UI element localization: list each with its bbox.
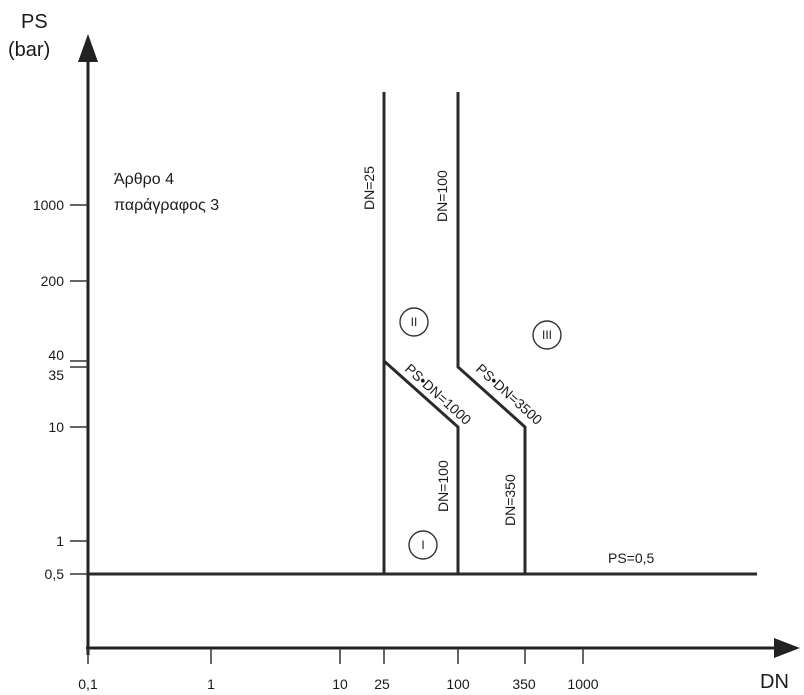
y-tick-label-10: 10 (48, 419, 64, 435)
x-tick-label-1: 1 (207, 676, 215, 692)
label-dn100-top: DN=100 (434, 170, 450, 222)
label-dn100-bottom: DN=100 (435, 460, 451, 512)
label-ps-dn-3500: PS•DN=3500 (473, 360, 546, 428)
x-tick-label-25: 25 (374, 676, 390, 692)
x-tick-label-100: 100 (446, 676, 470, 692)
region-iii-marker: III (532, 320, 562, 350)
label-ps-0-5: PS=0,5 (608, 550, 655, 566)
region-ii-marker: II (399, 307, 429, 337)
label-dn350: DN=350 (502, 474, 518, 526)
y-axis-title-line2: (bar) (8, 39, 50, 61)
x-tick-label-350: 350 (512, 676, 536, 692)
region-iii-label: III (542, 328, 552, 342)
region-i-marker: I (408, 530, 438, 560)
note-line2: παράγραφος 3 (114, 197, 219, 214)
y-axis-arrow-icon (78, 34, 98, 62)
y-tick-label-35: 35 (48, 367, 64, 383)
y-tick-label-0-5: 0,5 (45, 566, 65, 582)
x-tick-label-1000: 1000 (567, 676, 598, 692)
x-tick-label-10: 10 (332, 676, 348, 692)
y-tick-label-1000: 1000 (33, 197, 64, 213)
y-tick-label-1: 1 (56, 533, 64, 549)
region-i-label: I (421, 538, 424, 552)
y-tick-label-40: 40 (48, 347, 64, 363)
x-axis-title: DN (760, 671, 789, 693)
y-tick-label-200: 200 (41, 273, 65, 289)
note-line1: Άρθρο 4 (114, 171, 174, 188)
x-tick-label-0-1: 0,1 (78, 676, 98, 692)
y-axis-title-line1: PS (21, 11, 48, 33)
boundary-dn100-psdn3500-dn350 (456, 92, 527, 574)
x-axis-arrow-icon (774, 638, 800, 658)
boundary-dn25-psdn1000-dn100 (382, 92, 460, 574)
region-ii-label: II (411, 315, 418, 329)
label-dn25: DN=25 (361, 166, 377, 210)
